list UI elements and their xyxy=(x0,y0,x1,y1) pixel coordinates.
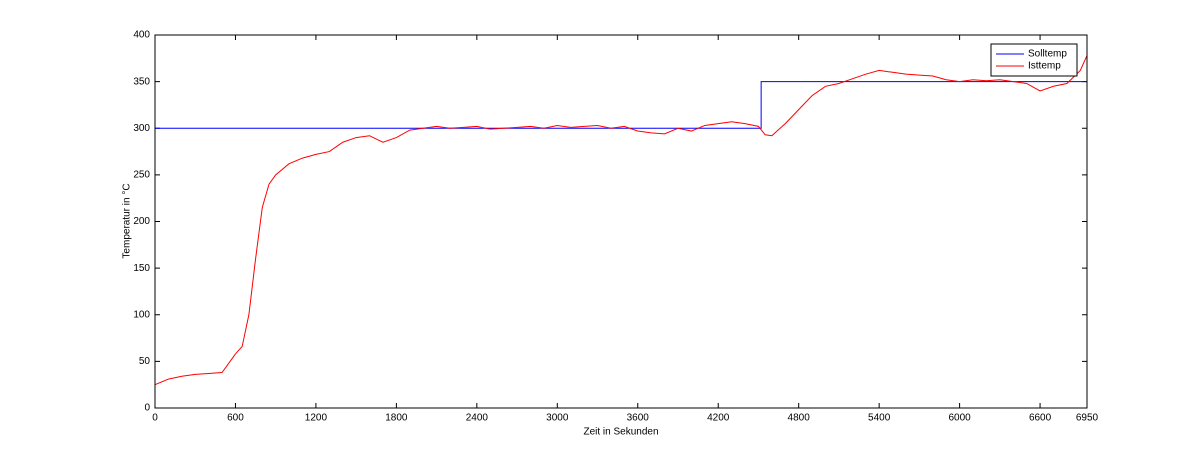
y-tick-label: 250 xyxy=(133,170,150,181)
x-tick-label: 1800 xyxy=(385,413,408,424)
series-line xyxy=(154,55,1088,386)
x-tick-label: 1200 xyxy=(305,413,328,424)
series-line xyxy=(155,81,1087,129)
x-tick-label: 6600 xyxy=(1029,413,1052,424)
y-tick-label: 200 xyxy=(133,216,150,227)
x-tick-label: 3600 xyxy=(627,413,650,424)
legend-box xyxy=(990,43,1078,77)
x-tick-label: 2400 xyxy=(466,413,489,424)
x-tick-label: 6000 xyxy=(948,413,971,424)
axes-box xyxy=(154,34,1088,409)
x-axis-label: Zeit in Sekunden xyxy=(583,427,658,438)
x-tick-label: 6950 xyxy=(1076,413,1099,424)
y-tick-label: 300 xyxy=(133,123,150,134)
y-tick-label: 150 xyxy=(133,263,150,274)
y-axis-label: Temperatur in °C xyxy=(122,183,133,258)
plot-area xyxy=(155,35,1087,408)
y-tick-label: 400 xyxy=(133,30,150,41)
x-tick-label: 5400 xyxy=(868,413,891,424)
x-tick-label: 0 xyxy=(152,413,158,424)
y-tick-label: 0 xyxy=(144,403,150,414)
y-tick-label: 100 xyxy=(133,309,150,320)
y-tick-label: 50 xyxy=(139,356,151,367)
y-tick-label: 350 xyxy=(133,76,150,87)
x-tick-label: 4200 xyxy=(707,413,730,424)
x-tick-label: 3000 xyxy=(546,413,569,424)
x-tick-label: 4800 xyxy=(788,413,811,424)
legend-label: Isttemp xyxy=(1028,61,1061,72)
legend-label: Solltemp xyxy=(1028,49,1067,60)
x-tick-label: 600 xyxy=(227,413,244,424)
